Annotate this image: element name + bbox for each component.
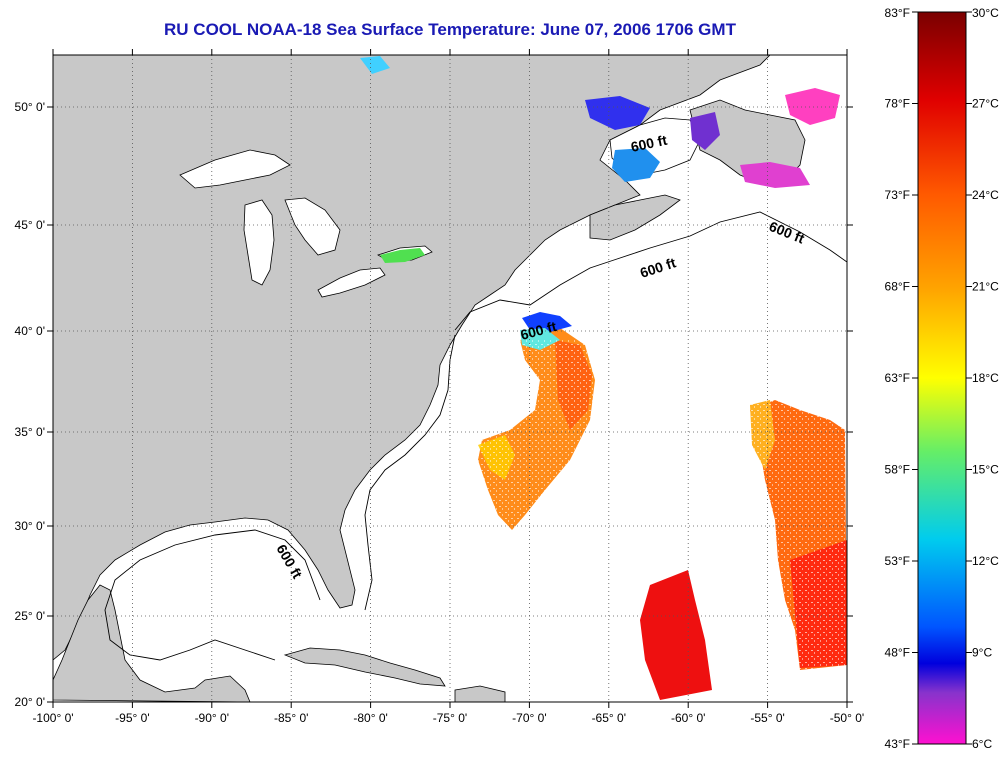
- colorbar-label-fahrenheit: 83°F: [885, 6, 910, 20]
- colorbar-label-celsius: 30°C: [972, 6, 999, 20]
- map-content: [53, 55, 847, 702]
- colorbar-label-fahrenheit: 63°F: [885, 371, 910, 385]
- lon-tick-label: -60° 0': [671, 711, 705, 725]
- latitude-axis: 20° 0' 25° 0' 30° 0' 35° 0' 40° 0' 45° 0' 50° …: [15, 100, 853, 709]
- lon-tick-label: -55° 0': [750, 711, 784, 725]
- colorbar-label-celsius: 12°C: [972, 554, 999, 568]
- colorbar-label-fahrenheit: 48°F: [885, 646, 910, 660]
- lon-tick-label: -75° 0': [433, 711, 467, 725]
- colorbar-label-fahrenheit: 73°F: [885, 188, 910, 202]
- lat-tick-label: 35° 0': [15, 425, 45, 439]
- sst-patch-labrador-blue: [585, 96, 650, 130]
- colorbar-labels: 30°C 27°C 24°C 21°C 18°C 15°C 12°C 9°C 6°C 83°F 78…: [885, 6, 1000, 751]
- hispaniola-land: [454, 685, 506, 702]
- lat-tick-label: 50° 0': [15, 100, 45, 114]
- sst-patch-hudson: [360, 56, 390, 74]
- nova-scotia-land: [589, 194, 681, 241]
- lon-tick-label: -65° 0': [592, 711, 626, 725]
- colorbar-label-celsius: 9°C: [972, 646, 992, 660]
- colorbar-label-fahrenheit: 68°F: [885, 280, 910, 294]
- lat-tick-label: 45° 0': [15, 218, 45, 232]
- isobath-label-1: 600 ft: [629, 132, 668, 155]
- lon-tick-label: -80° 0': [353, 711, 387, 725]
- lon-tick-label: -50° 0': [830, 711, 864, 725]
- colorbar-label-fahrenheit: 58°F: [885, 463, 910, 477]
- colorbar-label-celsius: 27°C: [972, 97, 999, 111]
- sst-patch-south-red: [640, 570, 712, 700]
- colorbar: [917, 11, 967, 745]
- lat-tick-label: 25° 0': [15, 609, 45, 623]
- sst-patch-newfoundland-purple: [690, 112, 720, 150]
- cloud-speckle-east: [750, 400, 847, 670]
- sst-patch-shelf-blue: [522, 312, 572, 332]
- map-title: RU COOL NOAA-18 Sea Surface Temperature:…: [164, 20, 736, 39]
- lon-tick-label: -100° 0': [32, 711, 73, 725]
- sst-patch-lake-erie: [380, 248, 425, 263]
- lat-tick-label: 20° 0': [15, 695, 45, 709]
- lon-tick-label: -90° 0': [195, 711, 229, 725]
- lat-tick-label: 30° 0': [15, 519, 45, 533]
- colorbar-label-celsius: 15°C: [972, 463, 999, 477]
- colorbar-label-fahrenheit: 53°F: [885, 554, 910, 568]
- sst-patch-nova-scotia-blue: [612, 148, 660, 182]
- cloud-speckle-central: [478, 340, 598, 530]
- colorbar-label-fahrenheit: 43°F: [885, 737, 910, 751]
- isobath-line-gulf: [104, 529, 321, 661]
- yucatan-land: [53, 584, 251, 702]
- cuba-land: [283, 647, 446, 687]
- lon-tick-label: -95° 0': [115, 711, 149, 725]
- lon-tick-label: -70° 0': [512, 711, 546, 725]
- colorbar-label-celsius: 6°C: [972, 737, 992, 751]
- colorbar-label-celsius: 21°C: [972, 280, 999, 294]
- lon-tick-label: -85° 0': [274, 711, 308, 725]
- graticule-grid: [53, 55, 847, 702]
- sst-patch-northeast-magenta: [740, 162, 810, 188]
- colorbar-label-celsius: 24°C: [972, 188, 999, 202]
- lake-michigan: [243, 199, 275, 286]
- isobath-line-coast: [364, 334, 456, 611]
- lake-huron: [284, 197, 341, 256]
- longitude-axis: -100° 0' -95° 0' -90° 0' -85° 0' -80° 0' -75°…: [32, 49, 864, 725]
- sst-patch-grand-banks-magenta: [785, 88, 840, 125]
- lat-tick-label: 40° 0': [15, 324, 45, 338]
- colorbar-label-celsius: 18°C: [972, 371, 999, 385]
- lake-superior: [179, 149, 291, 189]
- lake-erie: [317, 267, 386, 298]
- colorbar-label-fahrenheit: 78°F: [885, 97, 910, 111]
- isobath-line-east: [454, 211, 847, 331]
